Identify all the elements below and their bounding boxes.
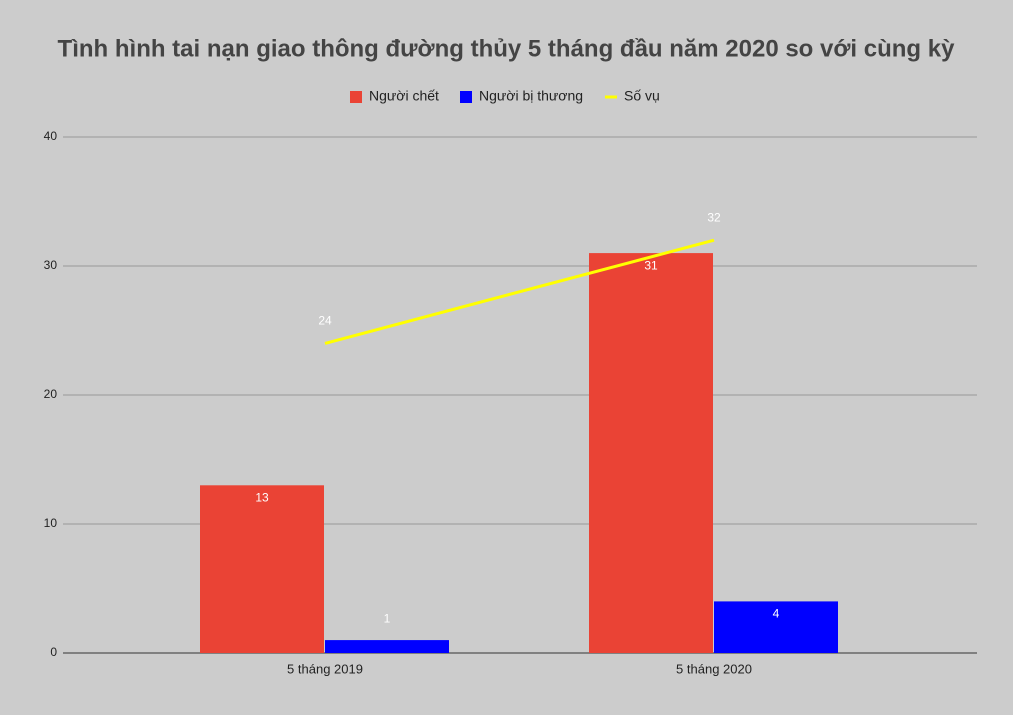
bar <box>589 253 713 653</box>
bar <box>200 485 324 653</box>
y-tick-label: 10 <box>44 516 58 530</box>
legend-label: Người bị thương <box>479 88 583 104</box>
y-tick-label: 30 <box>44 258 58 272</box>
bar <box>714 601 838 653</box>
y-tick-label: 20 <box>44 387 58 401</box>
data-label: 13 <box>255 490 269 504</box>
data-label: 24 <box>318 314 332 328</box>
y-tick-label: 40 <box>44 129 58 143</box>
data-label: 1 <box>384 611 391 625</box>
bar <box>325 640 449 653</box>
legend-label: Số vụ <box>624 88 660 104</box>
data-label: 32 <box>707 210 721 224</box>
legend-label: Người chết <box>369 88 439 104</box>
data-label: 31 <box>644 258 658 272</box>
data-label: 4 <box>773 607 780 621</box>
legend-swatch <box>350 91 362 103</box>
x-tick-label: 5 tháng 2019 <box>287 661 363 676</box>
chart-title: Tình hình tai nạn giao thông đường thủy … <box>58 35 956 62</box>
y-tick-label: 0 <box>50 645 57 659</box>
legend-swatch <box>460 91 472 103</box>
line <box>324 238 715 345</box>
x-tick-label: 5 tháng 2020 <box>676 661 752 676</box>
